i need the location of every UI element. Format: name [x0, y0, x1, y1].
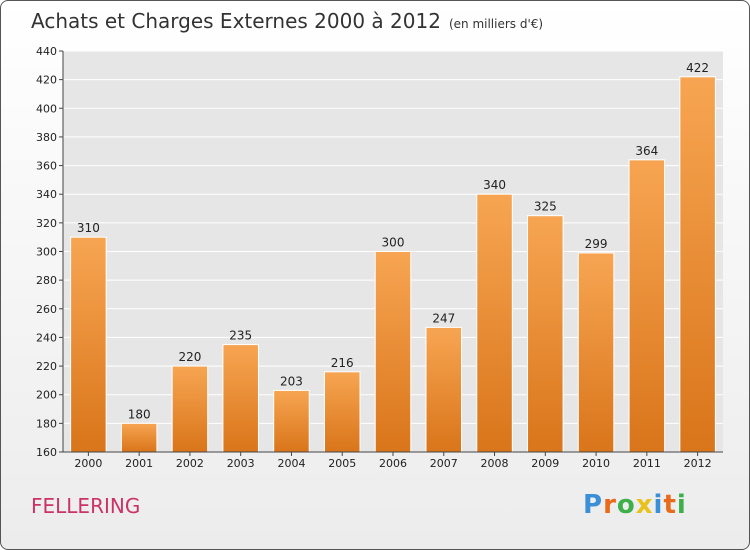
x-tick-label: 2008 — [481, 457, 509, 470]
y-tick-label: 280 — [36, 274, 57, 287]
data-label-2001: 180 — [128, 407, 151, 421]
x-tick-label: 2004 — [277, 457, 305, 470]
logo-letter: o — [616, 490, 636, 520]
logo-letter: t — [663, 490, 677, 520]
chart-subtitle: (en milliers d'€) — [448, 17, 544, 31]
bar-2005 — [323, 371, 361, 453]
data-label-2003: 235 — [229, 329, 252, 343]
y-tick-label: 440 — [36, 45, 57, 58]
x-tick-label: 2011 — [633, 457, 661, 470]
x-tick-label: 2007 — [430, 457, 458, 470]
y-tick-label: 180 — [36, 417, 57, 430]
data-label-2007: 247 — [432, 311, 455, 325]
data-label-2008: 340 — [483, 178, 506, 192]
data-label-2010: 299 — [585, 237, 608, 251]
x-tick-label: 2006 — [379, 457, 407, 470]
y-tick-label: 220 — [36, 360, 57, 373]
logo-letter: i — [676, 490, 687, 520]
y-tick-label: 380 — [36, 131, 57, 144]
bar-2011 — [628, 159, 666, 453]
x-tick-label: 2001 — [125, 457, 153, 470]
bar-2003 — [222, 344, 259, 453]
x-tick-label: 2010 — [582, 457, 610, 470]
y-tick-label: 360 — [36, 160, 57, 173]
y-tick-label: 340 — [36, 188, 57, 201]
city-name: FELLERING — [31, 494, 141, 518]
logo-letter: r — [603, 490, 617, 520]
bar-2007 — [425, 326, 463, 453]
data-label-2012: 422 — [686, 61, 709, 75]
y-tick-label: 160 — [36, 446, 57, 459]
x-tick-label: 2003 — [227, 457, 255, 470]
bar-2000 — [70, 236, 107, 453]
data-label-2000: 310 — [77, 221, 100, 235]
logo-letter: i — [653, 490, 664, 520]
bar-2008 — [476, 193, 513, 453]
data-label-2005: 216 — [331, 356, 354, 370]
data-label-2002: 220 — [178, 350, 201, 364]
bar-2002 — [171, 365, 209, 453]
y-tick-label: 320 — [36, 217, 57, 230]
x-tick-label: 2002 — [176, 457, 204, 470]
bar-2006 — [374, 251, 412, 453]
logo-letter: P — [583, 490, 604, 520]
proxiti-logo: Proxiti — [583, 490, 687, 520]
data-label-2009: 325 — [534, 200, 557, 214]
x-tick-label: 2005 — [328, 457, 356, 470]
x-tick-label: 2000 — [74, 457, 102, 470]
y-tick-label: 200 — [36, 389, 57, 402]
y-tick-label: 420 — [36, 74, 57, 87]
data-label-2006: 300 — [382, 236, 405, 250]
bar-2001 — [120, 422, 158, 453]
bar-2004 — [273, 389, 310, 453]
chart-title: Achats et Charges Externes 2000 à 2012 (e… — [31, 9, 544, 33]
y-tick-label: 260 — [36, 303, 57, 316]
y-tick-label: 400 — [36, 102, 57, 115]
bar-2009 — [527, 215, 564, 453]
x-tick-label: 2012 — [684, 457, 712, 470]
y-tick-label: 300 — [36, 246, 57, 259]
data-label-2004: 203 — [280, 374, 303, 388]
y-tick-label: 240 — [36, 331, 57, 344]
bar-2010 — [577, 252, 615, 453]
data-label-2011: 364 — [635, 144, 658, 158]
bar-2012 — [679, 76, 716, 453]
x-tick-label: 2009 — [531, 457, 559, 470]
logo-letter: x — [635, 490, 654, 520]
